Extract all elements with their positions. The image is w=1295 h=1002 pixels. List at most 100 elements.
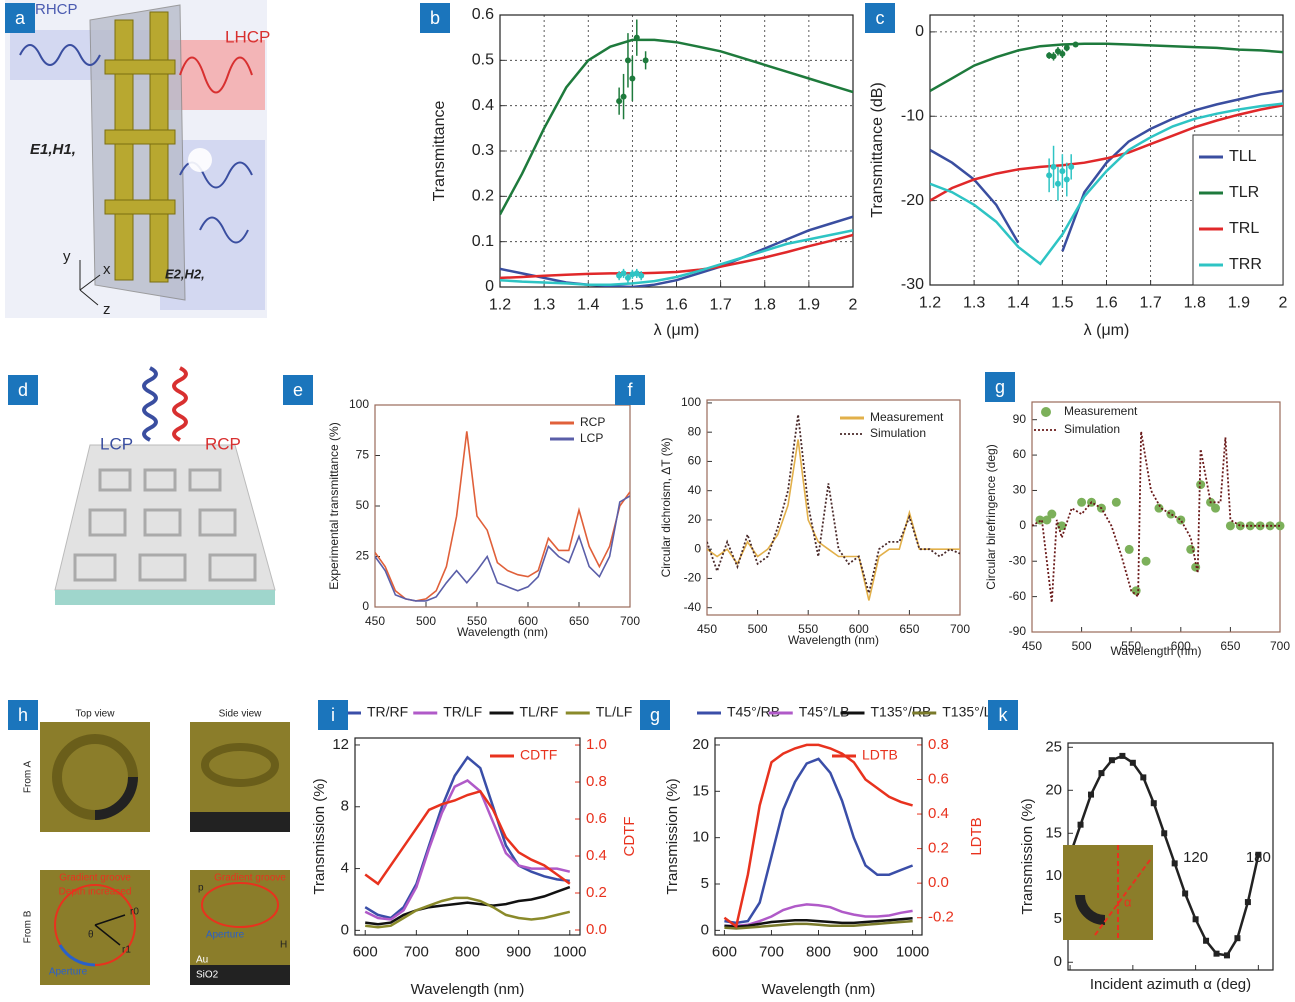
x-axis-label: λ (μm) bbox=[1084, 322, 1130, 339]
panel-label-box bbox=[318, 700, 348, 730]
data-line bbox=[365, 896, 571, 929]
y2-tick-label: 0.0 bbox=[928, 874, 949, 891]
x-axis-label: Wavelength (nm) bbox=[762, 981, 876, 998]
legend-label: T45°/RB bbox=[727, 704, 780, 720]
axis-arrow bbox=[79, 274, 101, 291]
glow bbox=[188, 148, 212, 172]
panel-label-box bbox=[8, 375, 38, 405]
x-tick-label: 120 bbox=[1183, 849, 1208, 866]
panel-label-box bbox=[640, 700, 670, 730]
y-tick-label: 10 bbox=[692, 829, 709, 846]
label: Gradient groove bbox=[59, 873, 131, 884]
panel-h: Top view Side view From A From B Gradien… bbox=[8, 700, 290, 985]
panel-label: e bbox=[293, 380, 303, 400]
data-point bbox=[1255, 851, 1262, 858]
x-tick-label: 1.9 bbox=[1228, 295, 1250, 312]
data-point bbox=[1154, 503, 1164, 513]
arrow-arc bbox=[58, 944, 96, 967]
panel-label-box bbox=[615, 375, 645, 405]
x-tick-label: 1.4 bbox=[577, 297, 599, 314]
x-tick-label: 1.8 bbox=[754, 297, 776, 314]
data-point bbox=[629, 75, 636, 82]
y-tick-label: 15 bbox=[692, 782, 709, 799]
data-point bbox=[638, 272, 645, 279]
substrate bbox=[190, 812, 290, 832]
panel-label-box bbox=[5, 3, 35, 33]
y-tick-label: -20 bbox=[684, 571, 702, 585]
y2-tick-label: 0.6 bbox=[928, 770, 949, 787]
panel-label: c bbox=[876, 8, 885, 28]
data-line bbox=[724, 917, 913, 928]
y-tick-label: 0 bbox=[915, 23, 924, 40]
x-tick-label: 700 bbox=[620, 614, 640, 628]
y-tick-label: 12 bbox=[332, 736, 349, 753]
axis-arrow bbox=[79, 289, 99, 306]
label: E1,H1, bbox=[30, 141, 76, 158]
x-tick-label: 1.8 bbox=[1184, 295, 1206, 312]
data-line bbox=[724, 903, 913, 927]
data-point bbox=[1225, 521, 1235, 531]
data-point bbox=[1141, 556, 1151, 566]
pattern bbox=[73, 468, 257, 582]
y-tick-label: 50 bbox=[356, 498, 370, 512]
x-tick-label: 700 bbox=[1270, 639, 1290, 653]
label: H bbox=[280, 940, 287, 951]
data-point bbox=[624, 57, 631, 64]
label: Depth increased bbox=[59, 887, 132, 898]
helix bbox=[172, 366, 188, 442]
y-tick-label: 0 bbox=[341, 921, 349, 938]
data-line bbox=[724, 757, 914, 925]
x-tick-label: 1000 bbox=[553, 943, 586, 960]
legend-label: T45°/LB bbox=[799, 704, 850, 720]
y2-tick-label: 0.4 bbox=[928, 805, 949, 822]
y-tick-label: 0.2 bbox=[472, 188, 494, 205]
panel-label: d bbox=[18, 380, 28, 400]
legend-label: RCP bbox=[580, 415, 605, 429]
chart: 0601201800510152025Incident azimuth α (d… bbox=[988, 700, 1274, 993]
x-tick-label: 450 bbox=[697, 622, 717, 636]
data-point bbox=[1059, 50, 1066, 57]
y-tick-label: -10 bbox=[901, 107, 924, 124]
data-point bbox=[1186, 544, 1196, 554]
x-axis-label: Incident azimuth α (deg) bbox=[1090, 976, 1251, 993]
x-axis-label: λ (μm) bbox=[654, 322, 700, 339]
y-tick-label: 0.6 bbox=[472, 6, 494, 23]
y-tick-label: 25 bbox=[356, 549, 370, 563]
data-line bbox=[500, 38, 853, 216]
data-line bbox=[724, 919, 913, 930]
legend-label: TR/LF bbox=[443, 704, 482, 720]
label: y bbox=[63, 248, 71, 265]
legend-label: T135°/LB bbox=[942, 704, 1001, 720]
legend-box bbox=[1192, 134, 1284, 286]
x-tick-label: 1.7 bbox=[710, 297, 732, 314]
y-axis-label: Transmission (%) bbox=[664, 778, 681, 894]
data-point bbox=[1063, 176, 1070, 183]
panel-label-box bbox=[985, 372, 1015, 402]
y2-tick-label: 0.6 bbox=[586, 810, 607, 827]
y-tick-label: -60 bbox=[1009, 589, 1027, 603]
data-point bbox=[1182, 890, 1189, 897]
data-point bbox=[1150, 800, 1157, 807]
data-point bbox=[624, 274, 631, 281]
data-line bbox=[365, 885, 571, 926]
y-tick-label: 80 bbox=[688, 424, 702, 438]
data-point bbox=[620, 93, 627, 100]
y-tick-label: 0 bbox=[694, 541, 701, 555]
data-line bbox=[1061, 89, 1283, 252]
data-point bbox=[1129, 759, 1136, 766]
label: p bbox=[198, 883, 204, 894]
legend-label: Simulation bbox=[1064, 422, 1120, 436]
data-point bbox=[642, 57, 649, 64]
data-line bbox=[500, 215, 853, 287]
y2-axis-label: CDTF bbox=[621, 817, 638, 857]
panel-label: h bbox=[18, 705, 28, 725]
plate bbox=[89, 4, 186, 301]
y-tick-label: 30 bbox=[1013, 483, 1027, 497]
y2-tick-label: 0.8 bbox=[928, 736, 949, 753]
x-tick-label: 1.2 bbox=[919, 295, 941, 312]
y-axis-label: Circular birefringence (deg) bbox=[984, 444, 998, 589]
data-line bbox=[723, 743, 913, 929]
substrate bbox=[190, 965, 290, 985]
y2-tick-label: 0.4 bbox=[586, 847, 607, 864]
chart: 1.2 1.3 1.4 1.5 1.6 1.7 1.8 1.9 2 -30 -20 -10 0 λ (μm… bbox=[865, 3, 1288, 339]
